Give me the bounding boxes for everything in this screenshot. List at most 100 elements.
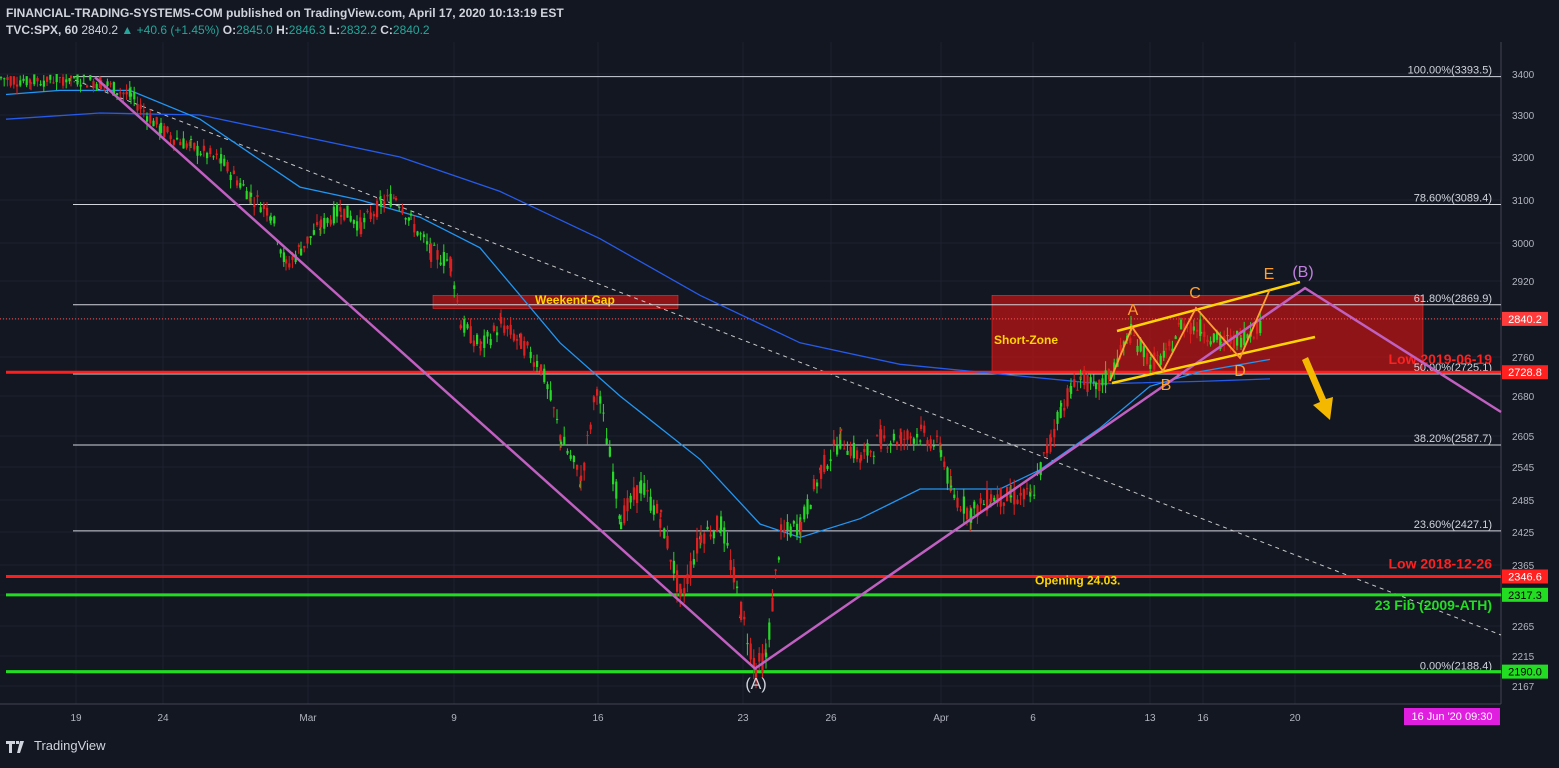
candle-body bbox=[720, 516, 723, 531]
candle-body bbox=[433, 244, 436, 246]
candle-body bbox=[146, 116, 149, 122]
candle-body bbox=[966, 508, 969, 520]
dashed-trendline bbox=[74, 79, 1502, 636]
candle-body bbox=[979, 498, 982, 504]
candle-body bbox=[65, 79, 68, 83]
candle-body bbox=[319, 228, 322, 231]
candle-body bbox=[932, 445, 935, 447]
candle-body bbox=[160, 122, 163, 133]
candle-body bbox=[920, 424, 923, 430]
date-badge-text: 16 Jun '20 09:30 bbox=[1411, 711, 1492, 723]
candle-body bbox=[780, 524, 783, 532]
x-tick-11: 20 bbox=[1289, 713, 1301, 724]
y-tick-3: 3100 bbox=[1512, 196, 1535, 207]
candle-body bbox=[940, 450, 943, 457]
candle-body bbox=[1122, 341, 1125, 347]
candle-body bbox=[172, 139, 175, 145]
candle-body bbox=[16, 84, 19, 87]
candle-body bbox=[700, 534, 703, 543]
candle-body bbox=[442, 252, 445, 266]
wave-label-A-major: (A) bbox=[745, 676, 766, 693]
candle-body bbox=[89, 75, 92, 80]
candle-body bbox=[749, 643, 752, 660]
level-tag-1-text: 2346.6 bbox=[1508, 572, 1542, 584]
candle-body bbox=[282, 252, 285, 262]
candle-body bbox=[389, 193, 392, 207]
candle-body bbox=[39, 83, 42, 86]
candle-body bbox=[480, 341, 483, 344]
wave-label-d: D bbox=[1234, 363, 1246, 380]
candle-body bbox=[560, 441, 563, 445]
candle-body bbox=[872, 455, 875, 457]
candles-group bbox=[0, 74, 1262, 689]
candle-body bbox=[563, 436, 566, 445]
candle-body bbox=[1016, 499, 1019, 504]
x-tick-0: 19 bbox=[70, 713, 82, 724]
candle-body bbox=[503, 325, 506, 333]
candle-body bbox=[676, 570, 679, 592]
candle-body bbox=[236, 180, 239, 186]
candle-body bbox=[768, 622, 771, 640]
low-2018-label: Low 2018-12-26 bbox=[1389, 556, 1493, 572]
level-tag-2-bg bbox=[1502, 587, 1548, 602]
candle-body bbox=[649, 496, 652, 511]
candle-body bbox=[395, 198, 398, 200]
candle-body bbox=[332, 206, 335, 224]
candle-body bbox=[256, 195, 259, 197]
candle-body bbox=[352, 220, 355, 224]
candle-body bbox=[1059, 407, 1062, 418]
candle-body bbox=[36, 78, 39, 82]
candle-body bbox=[856, 450, 859, 460]
fib-2009-label: 23 Fib (2009-ATH) bbox=[1375, 597, 1492, 613]
candle-body bbox=[1189, 322, 1192, 335]
candle-body bbox=[58, 76, 61, 78]
candle-body bbox=[740, 602, 743, 620]
candle-body bbox=[55, 74, 58, 83]
y-tick-1: 3300 bbox=[1512, 111, 1535, 122]
candle-body bbox=[460, 325, 463, 329]
abcde-zigzag bbox=[1109, 288, 1271, 382]
y-tick-9: 2605 bbox=[1512, 432, 1535, 443]
candle-body bbox=[30, 82, 33, 84]
candle-body bbox=[133, 92, 136, 100]
candle-body bbox=[1060, 402, 1063, 407]
candle-body bbox=[836, 445, 839, 455]
candle-body bbox=[636, 485, 639, 504]
candle-body bbox=[472, 340, 475, 347]
candle-body bbox=[73, 76, 76, 79]
candle-body bbox=[188, 141, 191, 146]
candle-body bbox=[369, 212, 372, 219]
candle-body bbox=[946, 467, 949, 484]
change-value: +40.6 (+1.45%) bbox=[136, 23, 220, 37]
candle-body bbox=[592, 396, 595, 403]
candle-body bbox=[572, 455, 575, 463]
candle-body bbox=[79, 84, 82, 87]
x-tick-6: 26 bbox=[825, 713, 837, 724]
candle-body bbox=[226, 161, 229, 172]
fib-label-2: 61.80%(2869.9) bbox=[1414, 293, 1492, 305]
zone-1 bbox=[991, 295, 1424, 373]
x-tick-7: Apr bbox=[933, 713, 949, 724]
footer: TradingView bbox=[6, 738, 106, 753]
candle-body bbox=[413, 224, 416, 233]
candle-body bbox=[430, 243, 433, 262]
candle-body bbox=[52, 82, 55, 84]
candle-body bbox=[242, 184, 245, 186]
candle-body bbox=[660, 509, 663, 513]
candle-body bbox=[626, 498, 629, 512]
candle-body bbox=[729, 560, 732, 571]
candle-body bbox=[579, 484, 582, 487]
short-arrow-icon bbox=[1302, 357, 1333, 420]
candle-body bbox=[686, 574, 689, 584]
candle-body bbox=[623, 505, 626, 524]
candle-body bbox=[1236, 330, 1239, 346]
candle-body bbox=[680, 589, 683, 594]
candle-body bbox=[589, 424, 592, 430]
ma-fast-line bbox=[5, 89, 1271, 539]
candle-body bbox=[1219, 336, 1222, 346]
candle-body bbox=[416, 231, 419, 236]
candle-body bbox=[996, 494, 999, 504]
candle-body bbox=[755, 668, 758, 679]
candle-body bbox=[229, 174, 232, 181]
